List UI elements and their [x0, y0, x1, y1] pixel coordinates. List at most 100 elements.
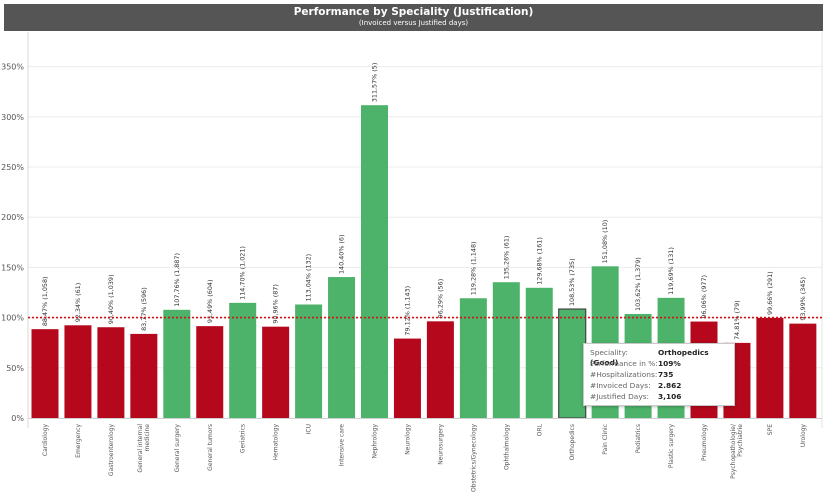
- bars: [31, 105, 817, 419]
- y-tick-label: 100%: [1, 314, 24, 323]
- bar: [393, 338, 421, 418]
- tooltip-row-justified-days: #Justified Days: 3,106: [590, 392, 681, 402]
- y-tick-label: 350%: [1, 63, 24, 72]
- tooltip-row-speciality: Speciality: Orthopedics (Good): [590, 348, 734, 367]
- tooltip-row-hospitalizations: #Hospitalizations:735: [590, 370, 673, 380]
- x-tick-label: Orthopedics: [569, 424, 576, 460]
- x-tick-label: Plastic surgery: [668, 424, 675, 469]
- tooltip-key: #Invoiced Days:: [590, 381, 651, 390]
- bar: [31, 329, 59, 418]
- x-tick-label: Obstetrics/Gynecology: [470, 424, 477, 492]
- data-label: 113,04% (132): [305, 254, 313, 302]
- y-axis: 0% 50% 100% 150% 200% 250% 300% 350%: [1, 32, 29, 428]
- bar: [262, 326, 290, 418]
- x-tick-label: Neurology: [404, 424, 411, 455]
- x-axis: Cardiology Emergency Gastroenterology Gener…: [28, 418, 822, 492]
- tooltip-value: 3,106: [658, 392, 682, 401]
- tooltip-key: Speciality:: [590, 348, 628, 357]
- data-label: 140,40% (6): [338, 235, 346, 275]
- y-tick-label: 300%: [1, 113, 24, 122]
- bar: [789, 323, 817, 418]
- x-tick-label: ICU: [306, 424, 313, 434]
- x-tick-label: Psychopathologie/: [730, 423, 737, 479]
- x-tick-label: Geriatrics: [240, 424, 247, 453]
- tooltip-key: Performance in %:: [590, 359, 658, 368]
- y-tick-label: 200%: [1, 213, 24, 222]
- tooltip-value: 109%: [658, 359, 681, 368]
- x-tick-label: Nephrology: [372, 424, 379, 459]
- x-tick-label: Pain Clinic: [602, 424, 609, 455]
- x-tick-label: ORL: [536, 423, 543, 436]
- x-tick-label: Ophthalmology: [503, 424, 510, 470]
- data-label: 151,08% (10): [601, 220, 609, 264]
- data-label: 99,66% (291): [766, 271, 774, 315]
- data-label: 90,40% (1,039): [107, 275, 115, 325]
- data-label: 79,12% (1,143): [403, 286, 411, 336]
- y-tick-label: 150%: [1, 263, 24, 272]
- tooltip-row-invoiced-days: #Invoiced Days: 2.862: [590, 381, 681, 391]
- x-tick-label: Neurosurgery: [437, 424, 444, 465]
- data-label: 90,96% (87): [272, 284, 280, 324]
- data-label: 92,34% (61): [74, 283, 82, 323]
- data-label: 88,47% (1,058): [41, 276, 49, 326]
- chart-title: Performance by Speciality (Justification…: [293, 6, 534, 18]
- y-tick-label: 0%: [11, 414, 24, 423]
- bar: [328, 277, 356, 418]
- bar: [196, 326, 224, 418]
- tooltip-value: 735: [658, 370, 674, 379]
- bar: [361, 105, 388, 419]
- data-label: 74,81% (79): [733, 300, 741, 340]
- bar: [426, 321, 454, 418]
- data-label: 119,28% (1,148): [469, 241, 477, 295]
- bar: [64, 325, 92, 418]
- x-tick-label: Cardiology: [42, 424, 49, 457]
- x-tick-label: General surgery: [174, 424, 181, 473]
- data-label: 103,62% (1,379): [634, 257, 642, 311]
- y-tick-label: 250%: [1, 163, 24, 172]
- data-label: 107,76% (1,887): [173, 253, 181, 307]
- data-labels: 88,47% (1,058) 92,34% (61) 90,40% (1,039) 8…: [41, 63, 807, 340]
- data-label: 96,29% (56): [436, 279, 444, 319]
- bar: [229, 302, 257, 418]
- data-label: 96,06% (977): [700, 275, 708, 319]
- bar: [97, 327, 125, 418]
- x-tick-label: General tumors: [207, 424, 214, 471]
- bar: [525, 287, 553, 418]
- x-tick-label: Emergency: [75, 424, 82, 458]
- x-tick-label: Pediatrics: [635, 424, 642, 453]
- x-tick-label: Gastroenterology: [108, 424, 115, 477]
- tooltip-value: Orthopedics (Good): [590, 348, 709, 367]
- y-tick-label: 50%: [6, 364, 24, 373]
- bar: [130, 333, 158, 418]
- data-label: 311,57% (5): [371, 63, 379, 103]
- tooltip-value: 2.862: [658, 381, 682, 390]
- tooltip-key: #Justified Days:: [590, 392, 650, 401]
- bar-selected: [558, 308, 587, 419]
- x-tick-label: Urology: [800, 424, 807, 448]
- bar: [492, 282, 520, 418]
- chart-header: Performance by Speciality (Justification…: [4, 4, 823, 31]
- tooltip-row-performance: Performance in %:109%: [590, 359, 681, 369]
- data-label: 129,68% (161): [535, 237, 543, 285]
- tooltip-key: #Hospitalizations:: [590, 370, 658, 379]
- x-tick-label: Hematology: [273, 424, 280, 461]
- x-tick-label: General internal: [137, 424, 144, 473]
- data-label: 91,49% (604): [206, 280, 214, 324]
- x-tick-label: medicine: [144, 424, 151, 452]
- bar: [459, 298, 487, 418]
- bar: [756, 317, 784, 418]
- x-tick-label: Intensive care: [339, 424, 346, 467]
- data-label: 83,77% (596): [140, 287, 148, 331]
- data-label: 119,69% (131): [667, 247, 675, 295]
- x-tick-label: Psychiatrie: [737, 424, 744, 457]
- bar: [295, 304, 323, 418]
- chart-subtitle: (Invoiced versus Justified days): [358, 19, 469, 27]
- data-label: 135,26% (61): [502, 236, 510, 280]
- data-label: 114,70% (1,021): [239, 246, 247, 300]
- data-label: 93,99% (345): [799, 277, 807, 321]
- x-tick-label: SPE: [767, 424, 774, 435]
- bar: [163, 309, 191, 418]
- data-label: 108,53% (735): [568, 258, 576, 306]
- tooltip: Speciality: Orthopedics (Good) Performanc…: [583, 343, 735, 406]
